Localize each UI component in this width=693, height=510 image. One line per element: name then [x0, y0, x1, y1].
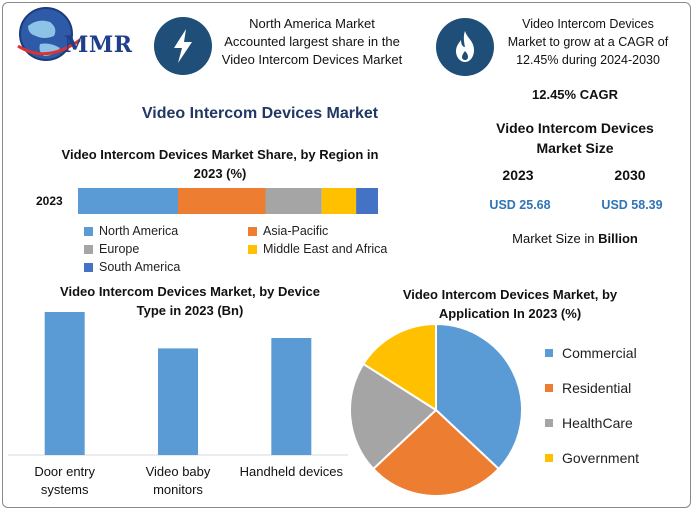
legend-label: Asia-Pacific — [263, 224, 329, 238]
legend-swatch — [545, 454, 553, 462]
cagr-line-3: 12.45% during 2024-2030 — [516, 53, 660, 67]
region-legend-item-north-america: North America — [84, 224, 178, 238]
year-2030-label: 2030 — [614, 167, 646, 183]
market-value-2023: USD 25.68 — [489, 198, 551, 212]
highlight-line-3: Video Intercom Devices Market — [221, 52, 403, 67]
unit-bold: Billion — [598, 231, 638, 246]
device-category-label-door-entry-systems: Door entry systems — [34, 464, 96, 497]
pie-slice-government — [362, 322, 437, 412]
legend-swatch — [545, 349, 553, 357]
unit-prefix: Market Size in — [512, 231, 599, 246]
region-legend: North America Asia-Pacific Europe Middle Ea… — [84, 224, 404, 276]
legend-label: Residential — [562, 380, 632, 396]
legend-swatch — [84, 262, 93, 272]
device-bar-video-baby-monitors — [158, 348, 198, 455]
flame-icon — [436, 18, 494, 76]
legend-swatch — [248, 244, 257, 254]
cagr-line-2: Market to grow at a CAGR of — [507, 35, 669, 49]
legend-label: HealthCare — [562, 415, 633, 431]
legend-label: Middle East and Africa — [263, 242, 388, 256]
pie-slice-commercial — [435, 322, 523, 471]
highlight-line-1: North America Market — [249, 16, 375, 31]
device-category-labels: Door entry systems Video baby monitors Han… — [8, 463, 348, 503]
application-chart-title: Video Intercom Devices Market, by Applic… — [402, 287, 618, 321]
region-bar-category-label: 2023 — [36, 194, 63, 208]
application-legend-item-commercial: Commercial — [545, 345, 637, 361]
device-category-label-video-baby-monitors: Video baby monitors — [145, 464, 211, 497]
region-bar-segment-middle-east-and-africa — [321, 188, 357, 214]
cagr-highlight: Video Intercom Devices Market to grow at… — [496, 15, 680, 69]
legend-swatch — [84, 226, 93, 236]
north-america-highlight: North America Market Accounted largest s… — [212, 15, 412, 69]
market-size-title: Video Intercom Devices Market Size — [470, 118, 680, 158]
region-legend-item-asia-pacific: Asia-Pacific — [248, 224, 328, 238]
mmr-logo — [17, 7, 81, 61]
market-size-unit: Market Size in Billion — [480, 231, 670, 246]
region-legend-item-middle-east-and-africa: Middle East and Africa — [248, 242, 387, 256]
region-legend-item-europe: Europe — [84, 242, 139, 256]
lightning-bolt-icon — [154, 17, 212, 75]
market-size-title-line-1: Video Intercom Devices — [496, 120, 654, 136]
legend-label: North America — [99, 224, 179, 238]
device-bar-handheld-devices — [271, 338, 312, 455]
region-stacked-bar — [78, 188, 378, 214]
device-chart-title: Video Intercom Devices Market, by Device… — [60, 284, 320, 318]
legend-swatch — [84, 244, 93, 254]
region-legend-item-south-america: South America — [84, 260, 180, 274]
region-bar-segment-south-america — [356, 188, 378, 214]
application-pie-chart — [349, 322, 523, 497]
device-bar-door-entry-systems — [44, 312, 85, 455]
region-bar-segment-europe — [265, 188, 322, 214]
cagr-line-1: Video Intercom Devices — [522, 17, 654, 31]
application-legend-item-government: Government — [545, 450, 639, 466]
logo-text: MMR — [64, 32, 133, 58]
application-legend: Commercial Residential HealthCare Governmen… — [545, 345, 685, 475]
market-size-title-line-2: Market Size — [536, 140, 614, 156]
legend-label: Commercial — [562, 345, 637, 361]
device-category-label-handheld-devices: Handheld devices — [239, 464, 343, 479]
legend-swatch — [248, 226, 257, 236]
application-legend-item-healthcare: HealthCare — [545, 415, 633, 431]
pie-slice-healthcare — [349, 362, 438, 471]
legend-swatch — [545, 419, 553, 427]
device-bar-chart — [8, 312, 348, 456]
highlight-line-2: Accounted largest share in the — [224, 34, 400, 49]
pie-slice-residential — [371, 408, 501, 497]
legend-label: Government — [562, 450, 640, 466]
application-legend-item-residential: Residential — [545, 380, 631, 396]
legend-label: South America — [99, 260, 181, 274]
market-value-2030: USD 58.39 — [601, 198, 663, 212]
region-bar-segment-north-america — [78, 188, 178, 214]
legend-swatch — [545, 384, 553, 392]
main-title: Video Intercom Devices Market — [141, 105, 379, 122]
cagr-label: 12.45% CAGR — [532, 87, 618, 102]
region-chart-title: Video Intercom Devices Market Share, by … — [61, 147, 379, 181]
legend-label: Europe — [99, 242, 140, 256]
region-bar-segment-asia-pacific — [178, 188, 266, 214]
year-2023-label: 2023 — [502, 167, 534, 183]
